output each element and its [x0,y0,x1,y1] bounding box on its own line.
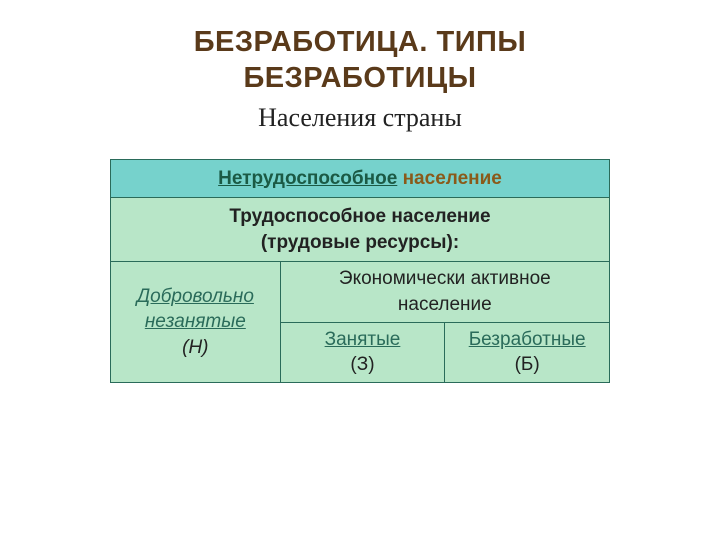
title-line-2: БЕЗРАБОТИЦЫ [243,62,476,94]
unemployed-code: (Б) [515,354,540,375]
cell-employed: Занятые (З) [280,322,445,382]
table-row: Трудоспособное население (трудовые ресур… [111,198,610,262]
title-line-1: БЕЗРАБОТИЦА. ТИПЫ [194,26,527,58]
slide-subtitle: Населения страны [0,103,720,133]
header-able-population: Трудоспособное население (трудовые ресур… [111,198,610,262]
able-line-2: (трудовые ресурсы): [261,232,459,253]
cell-unemployed: Безработные (Б) [445,322,610,382]
table-row: Нетрудоспособное население [111,159,610,198]
voluntary-line-2: незанятые [145,311,246,332]
header-disabled-population: Нетрудоспособное население [111,159,610,198]
unemployed-label: Безработные [469,329,586,350]
voluntary-code: (Н) [182,337,208,358]
cell-voluntary-unemployed: Добровольно незанятые (Н) [111,262,281,383]
able-line-1: Трудоспособное население [229,206,490,227]
econ-line-1: Экономически активное [339,268,551,289]
slide-title: БЕЗРАБОТИЦА. ТИПЫ БЕЗРАБОТИЦЫ [0,0,720,97]
population-table: Нетрудоспособное население Трудоспособно… [110,159,610,383]
employed-code: (З) [350,354,374,375]
header-word-1: Нетрудоспособное [218,168,397,189]
voluntary-line-1: Добровольно [137,286,254,307]
econ-line-2: население [398,294,492,315]
population-table-container: Нетрудоспособное население Трудоспособно… [110,159,610,383]
table-row: Добровольно незанятые (Н) Экономически а… [111,262,610,322]
cell-econ-active: Экономически активное население [280,262,609,322]
header-word-2: население [403,168,502,189]
employed-label: Занятые [325,329,401,350]
